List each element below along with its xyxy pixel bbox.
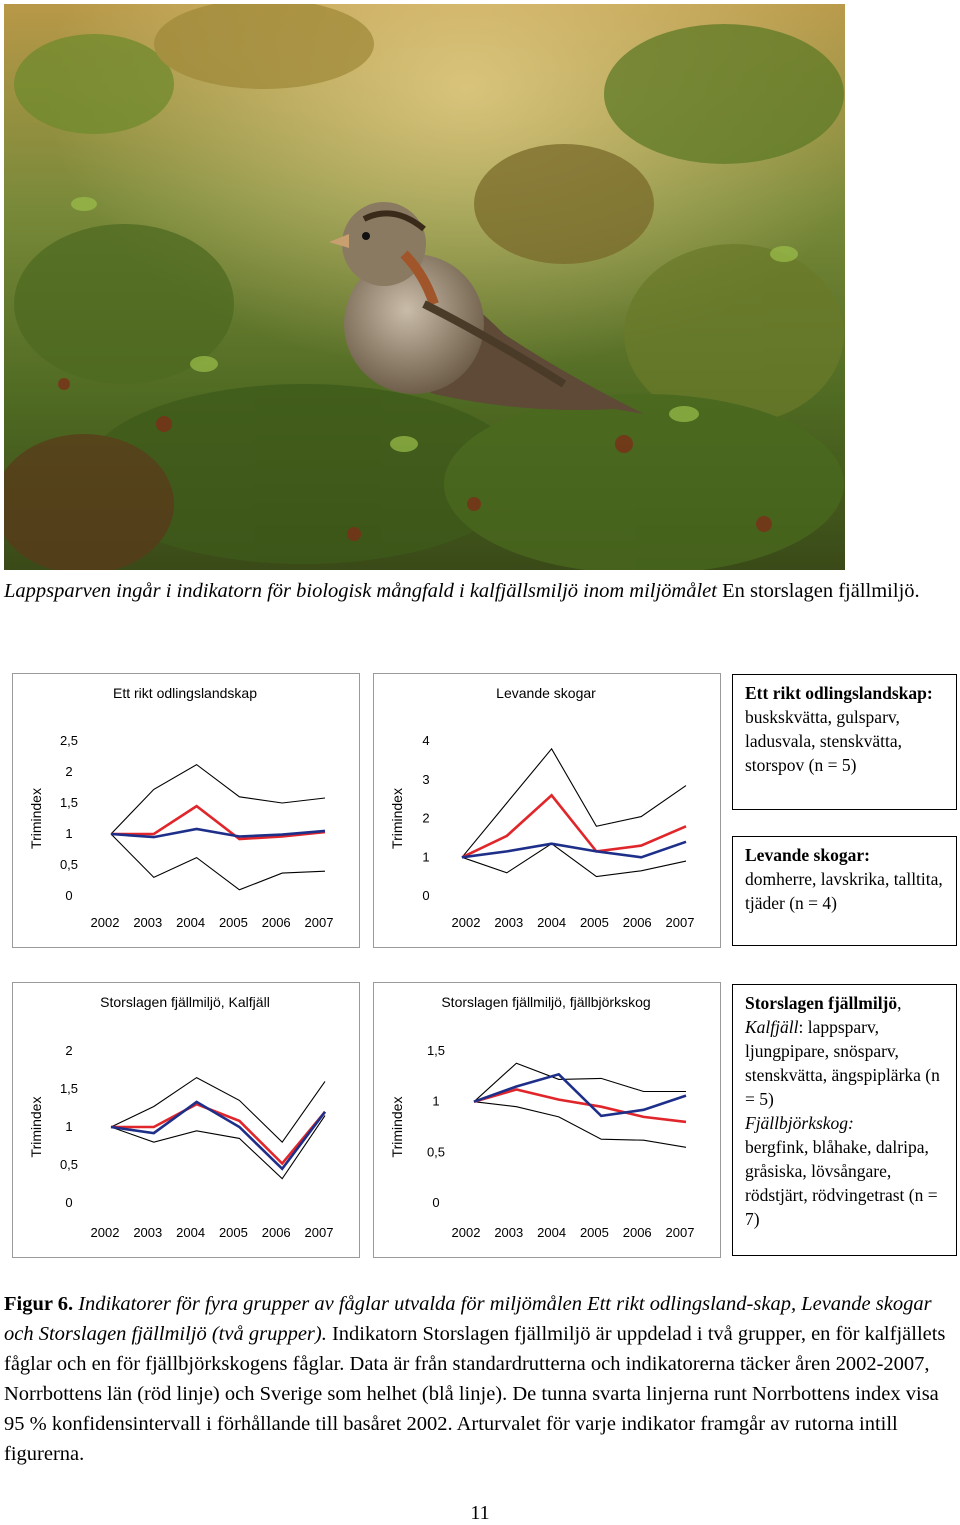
- chart-fjallbjorkskog: Storslagen fjällmiljö, fjällbjörkskog Tri…: [389, 994, 695, 1240]
- figure-caption: Figur 6. Indikatorer för fyra grupper av…: [4, 1289, 956, 1469]
- figure-caption-plain: Indikatorn Storslagen fjällmiljö är uppd…: [4, 1323, 946, 1465]
- y-tick-label: 0: [432, 1195, 439, 1210]
- chart-title: Ett rikt odlingslandskap: [113, 685, 257, 701]
- y-tick-label: 1: [432, 1094, 439, 1109]
- y-axis-label: Trimindex: [389, 788, 405, 849]
- y-tick-label: 0,5: [60, 857, 78, 872]
- lapland-bunting-photo: [0, 0, 845, 574]
- species-box-skogar: Levande skogar: domherre, lavskrika, tal…: [732, 836, 957, 946]
- y-tick-label: 2,5: [60, 733, 78, 748]
- y-axis-label: Trimindex: [389, 1097, 405, 1158]
- x-tick-label: 2003: [133, 1225, 162, 1240]
- series-line-sverige: [110, 1100, 327, 1171]
- series-line-ci_lower: [473, 1101, 687, 1148]
- chart-fjallbjorkskog-panel: Storslagen fjällmiljö, fjällbjörkskog Tri…: [373, 982, 721, 1258]
- chart-odlingslandskap-panel: Ett rikt odlingslandskap Trimindex 0 0,5 1 1,…: [12, 673, 360, 948]
- photo-caption: Lappsparven ingår i indikatorn för biolo…: [4, 576, 956, 606]
- x-tick-label: 2006: [262, 1225, 291, 1240]
- series-line-norrbotten: [473, 1088, 687, 1124]
- page-number: 11: [470, 1502, 490, 1524]
- series-line-ci_upper: [110, 1076, 326, 1144]
- species-box-fjallmiljo: Storslagen fjällmiljö, Kalfjäll: lappspa…: [732, 984, 957, 1256]
- series-line-ci_lower: [461, 843, 687, 878]
- x-tick-label: 2007: [305, 1225, 334, 1240]
- series-line-sverige: [110, 827, 326, 839]
- chart-levande-skogar: Levande skogar Trimindex 0 1 2 3 4 2002 2003 2004…: [389, 685, 695, 930]
- y-tick-label: 4: [422, 733, 429, 748]
- chart-levande-skogar-panel: Levande skogar Trimindex 0 1 2 3 4 2002 2003 2004…: [373, 673, 721, 948]
- x-tick-label: 2006: [262, 915, 291, 930]
- y-tick-label: 3: [422, 772, 429, 787]
- y-axis-label: Trimindex: [28, 1097, 44, 1158]
- series-line-norrbotten: [461, 793, 687, 859]
- x-tick-label: 2005: [219, 915, 248, 930]
- x-tick-label: 2007: [666, 915, 695, 930]
- x-tick-label: 2003: [494, 1225, 523, 1240]
- caption-plain: En storslagen fjällmiljö.: [716, 580, 920, 602]
- series-line-ci_lower: [110, 833, 326, 891]
- y-tick-label: 0,5: [427, 1144, 445, 1159]
- y-tick-label: 1: [65, 826, 72, 841]
- y-tick-label: 0: [65, 888, 72, 903]
- series-line-ci_lower: [110, 1115, 326, 1180]
- species-box-sub2: Fjällbjörkskog:: [745, 1113, 854, 1133]
- x-tick-label: 2007: [305, 915, 334, 930]
- figure-label: Figur 6.: [4, 1293, 74, 1315]
- series-line-sverige: [473, 1072, 687, 1118]
- y-tick-label: 2: [65, 764, 72, 779]
- x-tick-label: 2007: [666, 1225, 695, 1240]
- x-tick-label: 2004: [537, 915, 566, 930]
- y-axis-label: Trimindex: [28, 788, 44, 849]
- series-line-ci_upper: [461, 747, 687, 858]
- chart-kalfjall-panel: Storslagen fjällmiljö, Kalfjäll Trimindex…: [12, 982, 360, 1258]
- species-box-title: Storslagen fjällmiljö: [745, 993, 898, 1013]
- series-line-sverige: [461, 840, 687, 859]
- species-box-sub1: Kalfjäll: [745, 1017, 799, 1037]
- x-tick-label: 2006: [623, 915, 652, 930]
- chart-odlingslandskap: Ett rikt odlingslandskap Trimindex 0 0,5 1 1,…: [28, 685, 334, 930]
- species-box-title: Levande skogar:: [745, 845, 870, 865]
- x-tick-label: 2004: [537, 1225, 566, 1240]
- x-tick-label: 2005: [580, 915, 609, 930]
- species-box-title: Ett rikt odlingslandskap:: [745, 683, 933, 703]
- figure-caption-italic: Indikatorer för fyra grupper av fåglar u…: [4, 1293, 932, 1345]
- chart-title: Levande skogar: [496, 685, 596, 701]
- species-box-separator: ,: [897, 993, 902, 1013]
- chart-title: Storslagen fjällmiljö, Kalfjäll: [100, 994, 270, 1010]
- x-tick-label: 2002: [452, 1225, 481, 1240]
- species-box-odlingslandskap: Ett rikt odlingslandskap: buskskvätta, g…: [732, 674, 957, 810]
- species-box-text: domherre, lavskrika, talltita, tjäder (n…: [745, 869, 943, 913]
- chart-kalfjall: Storslagen fjällmiljö, Kalfjäll Trimindex…: [28, 994, 334, 1240]
- series-line-ci_upper: [473, 1062, 686, 1103]
- species-box-text: buskskvätta, gulsparv, ladusvala, stensk…: [745, 707, 902, 775]
- x-tick-label: 2002: [452, 915, 481, 930]
- series-line-norrbotten: [111, 1102, 327, 1166]
- series-line-norrbotten: [111, 804, 326, 841]
- x-tick-label: 2003: [133, 915, 162, 930]
- y-tick-label: 2: [65, 1043, 72, 1058]
- x-tick-label: 2004: [176, 915, 205, 930]
- y-tick-label: 0: [65, 1195, 72, 1210]
- x-tick-label: 2006: [623, 1225, 652, 1240]
- y-tick-label: 1,5: [60, 795, 78, 810]
- species-box-text1: : lappsparv, ljungpipare, snösparv, sten…: [745, 1017, 940, 1109]
- x-tick-label: 2002: [91, 915, 120, 930]
- y-tick-label: 1: [65, 1119, 72, 1134]
- x-tick-label: 2002: [91, 1225, 120, 1240]
- y-tick-label: 1: [422, 849, 429, 864]
- x-tick-label: 2005: [580, 1225, 609, 1240]
- y-tick-label: 0: [422, 888, 429, 903]
- x-tick-label: 2003: [494, 915, 523, 930]
- y-tick-label: 0,5: [60, 1157, 78, 1172]
- x-tick-label: 2005: [219, 1225, 248, 1240]
- series-line-ci_upper: [110, 763, 326, 835]
- y-tick-label: 1,5: [427, 1043, 445, 1058]
- x-tick-label: 2004: [176, 1225, 205, 1240]
- y-tick-label: 2: [422, 811, 429, 826]
- caption-italic: Lappsparven ingår i indikatorn för biolo…: [4, 580, 717, 602]
- y-tick-label: 1,5: [60, 1081, 78, 1096]
- species-box-text2: bergfink, blåhake, dalripa, gråsiska, lö…: [745, 1137, 938, 1229]
- chart-title: Storslagen fjällmiljö, fjällbjörkskog: [441, 994, 650, 1010]
